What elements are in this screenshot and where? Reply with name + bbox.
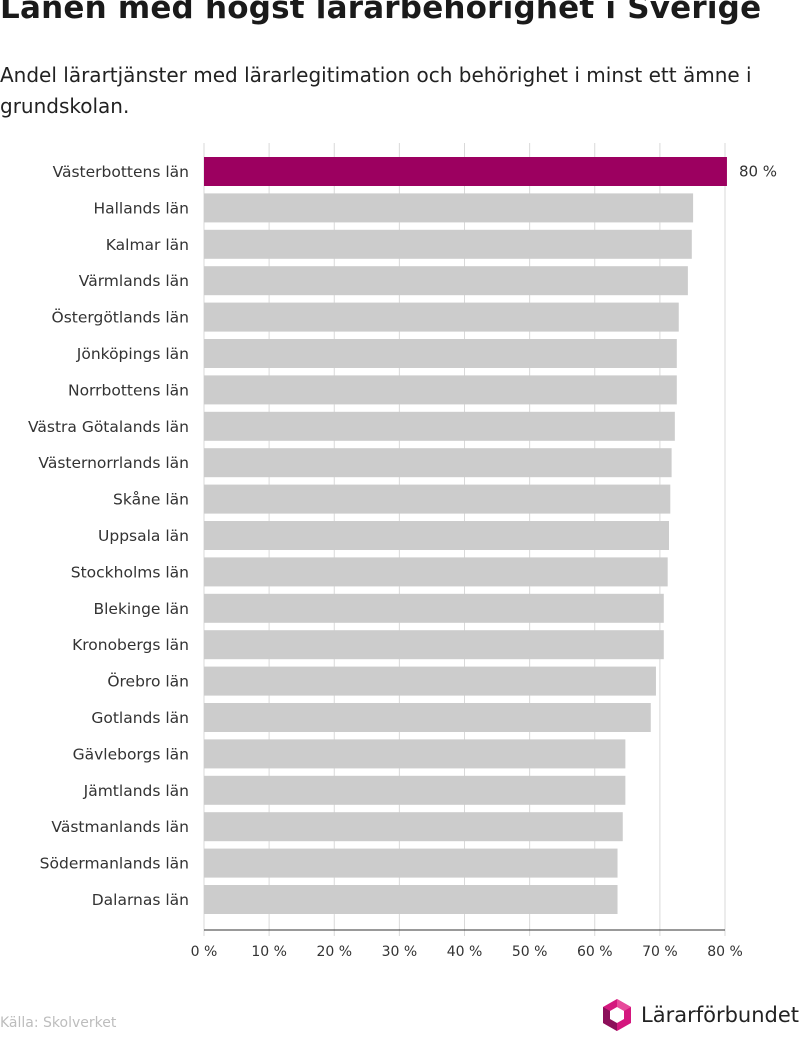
category-label: Jämtlands län [83,782,189,800]
category-label: Västra Götalands län [28,418,189,436]
category-label: Kronobergs län [72,636,189,654]
category-label: Kalmar län [106,236,189,254]
bar [204,266,688,296]
category-label: Hallands län [93,199,189,217]
category-label: Södermanlands län [40,855,189,873]
category-label: Västernorrlands län [38,454,189,472]
category-label: Gotlands län [91,709,189,727]
bar [204,775,626,805]
chart-subtitle: Andel lärartjänster med lärarlegitimatio… [0,63,752,118]
bar [204,812,623,842]
x-tick-label: 10 % [251,944,287,960]
bar [204,703,651,732]
category-label: Örebro län [107,672,189,691]
bar [204,302,679,332]
publisher-logo: Lärarförbundet [601,996,799,1034]
bar [204,411,675,441]
x-tick-label: 20 % [316,944,352,960]
bar [204,375,677,405]
lararforbundet-logo-icon [603,999,631,1031]
bar [204,739,626,769]
category-label: Västmanlands län [51,818,189,836]
category-label: Uppsala län [98,527,189,545]
bar [204,593,664,623]
bar [204,885,618,914]
logo-text: Lärarförbundet [641,1003,800,1027]
x-tick-label: 80 % [707,944,743,960]
bar [204,229,692,259]
chart-title: Länen med högst lärarbehörighet i Sverig… [0,0,762,26]
category-label: Dalarnas län [92,891,189,909]
bar [204,448,672,478]
x-tick-label: 30 % [382,944,418,960]
bar [204,484,671,514]
x-tick-label: 50 % [512,944,548,960]
x-tick-label: 40 % [447,944,483,960]
bar [204,157,727,186]
source-note: Källa: Skolverket [0,1015,117,1031]
category-label: Stockholms län [71,563,189,581]
category-label: Jönköpings län [76,345,189,363]
bar [204,630,664,660]
bar [204,666,656,696]
bar [204,521,669,550]
x-tick-label: 0 % [191,944,218,960]
bar [204,193,694,223]
category-label: Värmlands län [79,272,189,290]
category-label: Östergötlands län [52,308,190,327]
value-label: 80 % [739,163,777,181]
bar [204,557,668,587]
bar-chart: 0 % 10 % 20 % 30 % 40 % 50 % 60 % 70 % 80 % Väste… [28,143,777,960]
category-label: Blekinge län [93,600,189,618]
bar [204,848,618,878]
x-tick-label: 60 % [577,944,613,960]
bar [204,339,677,368]
category-label: Västerbottens län [53,163,189,181]
x-tick-label: 70 % [642,944,678,960]
category-label: Skåne län [113,491,189,509]
category-label: Norrbottens län [68,381,189,399]
category-label: Gävleborgs län [73,745,189,763]
